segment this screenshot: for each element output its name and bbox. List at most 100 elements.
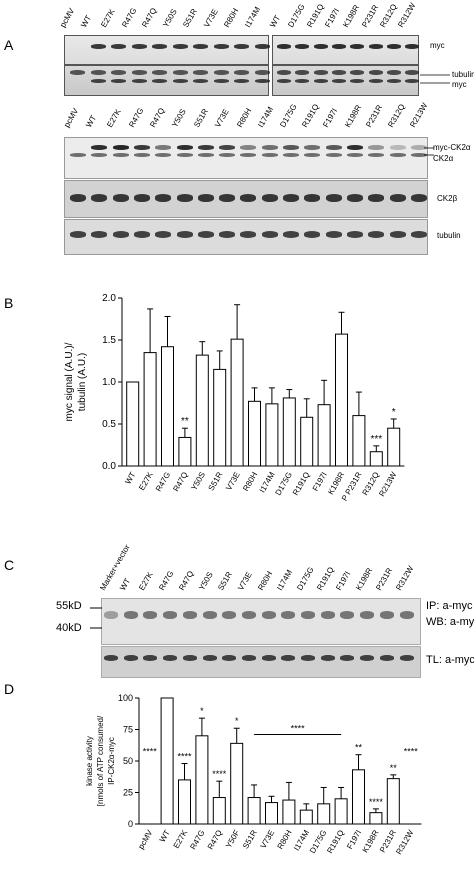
significance-label: * [235, 716, 239, 726]
band-c-ip [123, 611, 138, 619]
band-a-ck2b [133, 194, 150, 202]
label-ck2b: CK2β [437, 194, 458, 203]
band-a-tubulin [277, 70, 291, 75]
band-a-tubulin [368, 231, 385, 238]
lane-a-top-label: Y50S [160, 7, 179, 30]
band-c-tl [241, 655, 256, 661]
band-c-tl [360, 655, 375, 661]
band-c-ip [222, 611, 237, 619]
lane-a-top-label: F197I [323, 6, 342, 29]
band-a-ck2b [112, 194, 129, 202]
band-a-tubulin [254, 70, 270, 75]
band-a-myc-lower [234, 79, 249, 83]
bar-R47Q [212, 797, 226, 825]
band-a-myc-lower [152, 79, 167, 83]
lane-a-mid-label: R80H [235, 106, 254, 129]
band-a-tubulin [219, 231, 236, 238]
lane-a-top-label: R80H [222, 6, 241, 29]
band-c-tl [320, 655, 335, 661]
lane-c-label: R47Q [177, 569, 196, 592]
band-a-tubulin [70, 231, 86, 238]
band-a-myc [234, 44, 249, 49]
band-a-ck2b [304, 194, 321, 202]
band-a-myc [111, 44, 126, 49]
band-a-myc-ck2a [133, 145, 150, 150]
band-c-ip [241, 611, 256, 619]
lane-a-top-label: pcMV [58, 6, 77, 29]
y-tick-label: 100 [118, 693, 133, 703]
lane-a-top-label: R312Q [378, 2, 399, 29]
marker-40kd: 40kD [56, 622, 82, 634]
category-label: R47Q [171, 471, 189, 494]
band-a-tubulin [111, 70, 126, 75]
band-a-ck2a [197, 153, 214, 157]
band-a-tubulin [234, 70, 249, 75]
lane-a-top-label: P231R [359, 3, 380, 30]
lane-a-mid-label: R47Q [148, 106, 167, 129]
bar-R191Q [300, 416, 314, 467]
band-a-tubulin [389, 231, 406, 238]
band-a-tubulin [91, 231, 108, 238]
band-c-tl [261, 655, 276, 661]
band-a-myc [254, 44, 270, 49]
lane-a-top-label: R47Q [140, 6, 159, 29]
band-a-myc [131, 44, 147, 49]
category-label: F197I [345, 829, 363, 851]
band-a-myc-ck2a [176, 145, 193, 150]
band-a-tubulin [313, 70, 328, 75]
band-a-myc-ck2a [389, 145, 406, 150]
band-c-ip [202, 611, 217, 619]
bar-R213W [387, 427, 401, 467]
lane-c-label: R47G [157, 569, 176, 592]
bar-F197I [352, 769, 365, 825]
category-label: R47G [154, 471, 172, 494]
y-axis-label: kinase activity [85, 736, 94, 786]
lane-a-mid-label: Y50S [170, 107, 188, 129]
bar-R80H [282, 799, 296, 825]
bar-R47G [195, 735, 209, 825]
lane-a-top-label: WT [78, 13, 93, 29]
band-a-ck2b [261, 194, 278, 202]
band-a-tubulin [283, 231, 299, 238]
lane-a-mid-label: I174M [256, 105, 276, 129]
y-tick-label: 2.0 [102, 293, 116, 304]
band-a-tubulin [213, 70, 229, 75]
band-a-myc-lower [90, 79, 106, 83]
band-a-ck2a [240, 153, 257, 157]
y-tick-label: 0 [128, 819, 133, 829]
bar-K198R [335, 333, 348, 467]
category-label: V73E [259, 829, 277, 850]
lane-a-mid-label: R191Q [299, 102, 321, 129]
band-a-ck2b [219, 194, 236, 202]
category-label: R47G [188, 829, 206, 852]
lane-c-label: V73E [236, 570, 254, 592]
band-a-tubulin [155, 231, 172, 238]
band-a-ck2b [91, 194, 108, 202]
significance-label: **** [212, 769, 227, 779]
band-a-myc-lower [386, 79, 401, 83]
band-a-tubulin [176, 231, 193, 238]
bar-E27K [143, 352, 157, 467]
band-a-myc-ck2a [283, 145, 299, 150]
bar-R47G [161, 346, 174, 467]
y-tick-label: 0.0 [102, 461, 116, 472]
band-a-myc [313, 44, 328, 49]
lane-a-top-label: R312W [396, 1, 418, 29]
lane-a-mid-label: K198R [343, 103, 364, 129]
band-a-tubulin [346, 231, 363, 238]
band-a-myc-ck2a [368, 145, 385, 150]
band-a-tubulin [410, 231, 427, 238]
band-a-ck2a [389, 153, 406, 157]
band-a-tubulin [112, 231, 129, 238]
lane-c-label: R80H [255, 569, 274, 592]
significance-label: *** [370, 434, 382, 445]
significance-label: ** [390, 763, 398, 773]
band-a-ck2a [219, 153, 236, 157]
band-a-tubulin [295, 70, 310, 75]
lane-a-mid-label: S51R [191, 107, 210, 129]
category-label: R191Q [325, 829, 345, 855]
y-tick-label: 25 [123, 788, 133, 798]
marker-55kd: 55kD [56, 600, 82, 612]
category-label: R47Q [206, 829, 224, 852]
lane-a-mid-label: F197I [321, 106, 340, 129]
